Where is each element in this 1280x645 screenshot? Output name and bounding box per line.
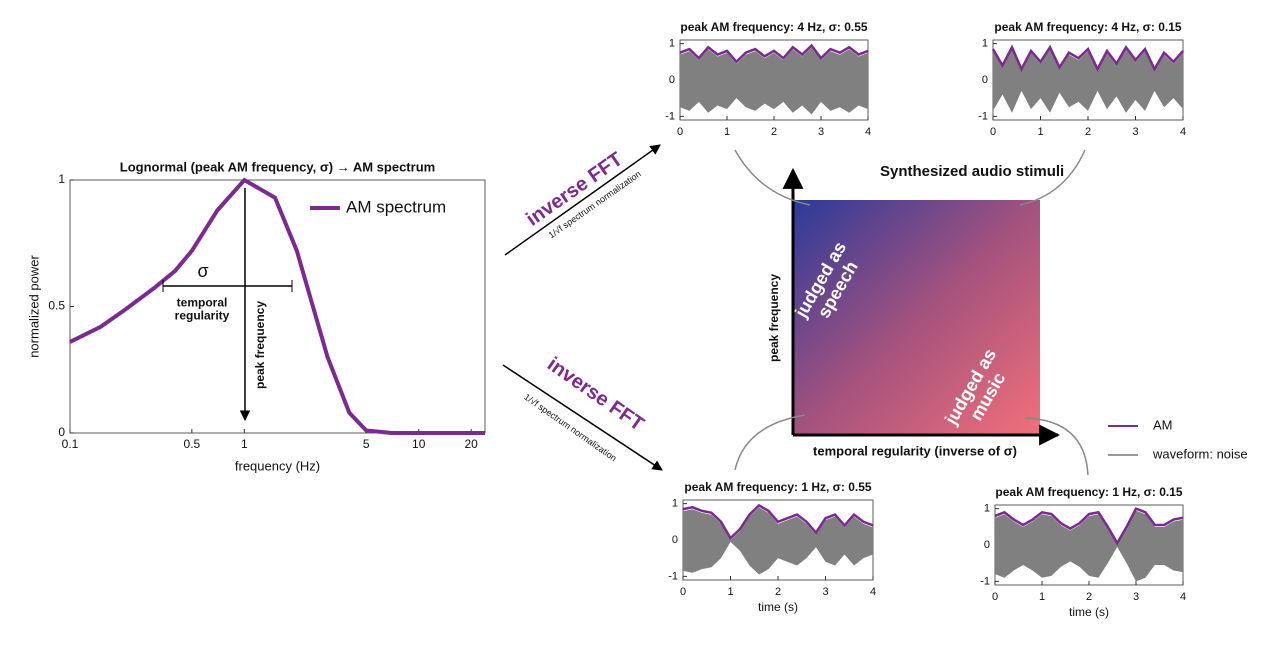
x-tick-label: 0.1 [62,437,79,451]
series-line [991,44,1184,72]
chart-title: peak AM frequency: 1 Hz, σ: 0.15 [995,485,1182,499]
x-axis-label: time (s) [1069,605,1109,619]
x-tick-label: 4 [1180,591,1186,603]
x-tick-label: 1 [1037,126,1043,138]
x-tick-label: 0.5 [184,437,201,451]
x-tick-label: 1 [1039,591,1045,603]
chart-title: Lognormal (peak AM frequency, σ) → AM sp… [120,159,435,174]
y-tick-label: 0 [982,74,988,86]
x-tick-label: 0 [677,126,683,138]
x-tick-label: 2 [771,126,777,138]
x-tick-label: 3 [1132,126,1138,138]
connectors [734,149,1089,476]
x-axis-label: temporal regularity (inverse of σ) [813,443,1017,458]
x-tick-label: 2 [775,586,781,598]
peak-label: peak frequency [253,301,267,389]
waveform [993,49,1183,113]
x-tick-label: 3 [818,126,824,138]
square-title: Synthesized audio stimuli [880,163,1064,180]
y-tick-label: -1 [665,110,675,122]
legend-label: AM spectrum [346,197,446,216]
y-tick-label: 1 [669,38,675,50]
x-tick-label: 4 [1180,126,1186,138]
x-tick-label: 1 [241,437,248,451]
y-tick-label: 0.5 [48,299,65,313]
chart-title: peak AM frequency: 1 Hz, σ: 0.55 [684,480,871,494]
x-tick-label: 2 [1085,126,1091,138]
x-tick-label: 3 [1133,591,1139,603]
x-tick-label: 5 [363,437,370,451]
waveform [995,510,1183,582]
y-tick-label: -1 [980,575,990,587]
y-tick-label: 0 [669,74,675,86]
series-line [994,507,1184,546]
x-tick-label: 4 [865,126,871,138]
series-line [679,43,869,64]
x-tick-label: 1 [727,586,733,598]
x-tick-label: 3 [822,586,828,598]
x-tick-label: 4 [870,586,876,598]
legend-label: waveform: noise [1152,446,1248,461]
fft-arrow [502,364,663,471]
x-tick-label: 1 [724,126,730,138]
chart-title: peak AM frequency: 4 Hz, σ: 0.15 [994,20,1181,34]
x-tick-label: 10 [412,437,426,451]
y-tick-label: 1 [672,498,678,510]
stimulus-space [793,200,1040,435]
y-tick-label: 0 [58,425,65,439]
y-tick-label: 0 [672,534,678,546]
waveform [683,507,873,575]
series-line [682,503,874,541]
regularity-label: temporal regularity [175,296,230,323]
x-tick-label: 20 [465,437,479,451]
y-tick-label: 0 [984,539,990,551]
sigma-label: σ [197,261,208,281]
x-tick-label: 0 [992,591,998,603]
x-tick-label: 2 [1086,591,1092,603]
x-axis-label: time (s) [758,600,798,614]
y-tick-label: 1 [984,503,990,515]
fft-arrow [504,144,661,256]
x-tick-label: 0 [680,586,686,598]
chart-title: peak AM frequency: 4 Hz, σ: 0.55 [680,20,867,34]
y-tick-label: 1 [58,172,65,186]
series-line [69,177,485,435]
y-tick-label: -1 [668,570,678,582]
y-axis-label: normalized power [26,255,41,358]
legend-label: AM [1153,417,1173,432]
y-axis-label: peak frequency [767,274,781,362]
y-tick-label: -1 [978,110,988,122]
x-axis-label: frequency (Hz) [235,458,320,473]
x-tick-label: 0 [990,126,996,138]
y-tick-label: 1 [982,38,988,50]
waveform [680,47,868,115]
